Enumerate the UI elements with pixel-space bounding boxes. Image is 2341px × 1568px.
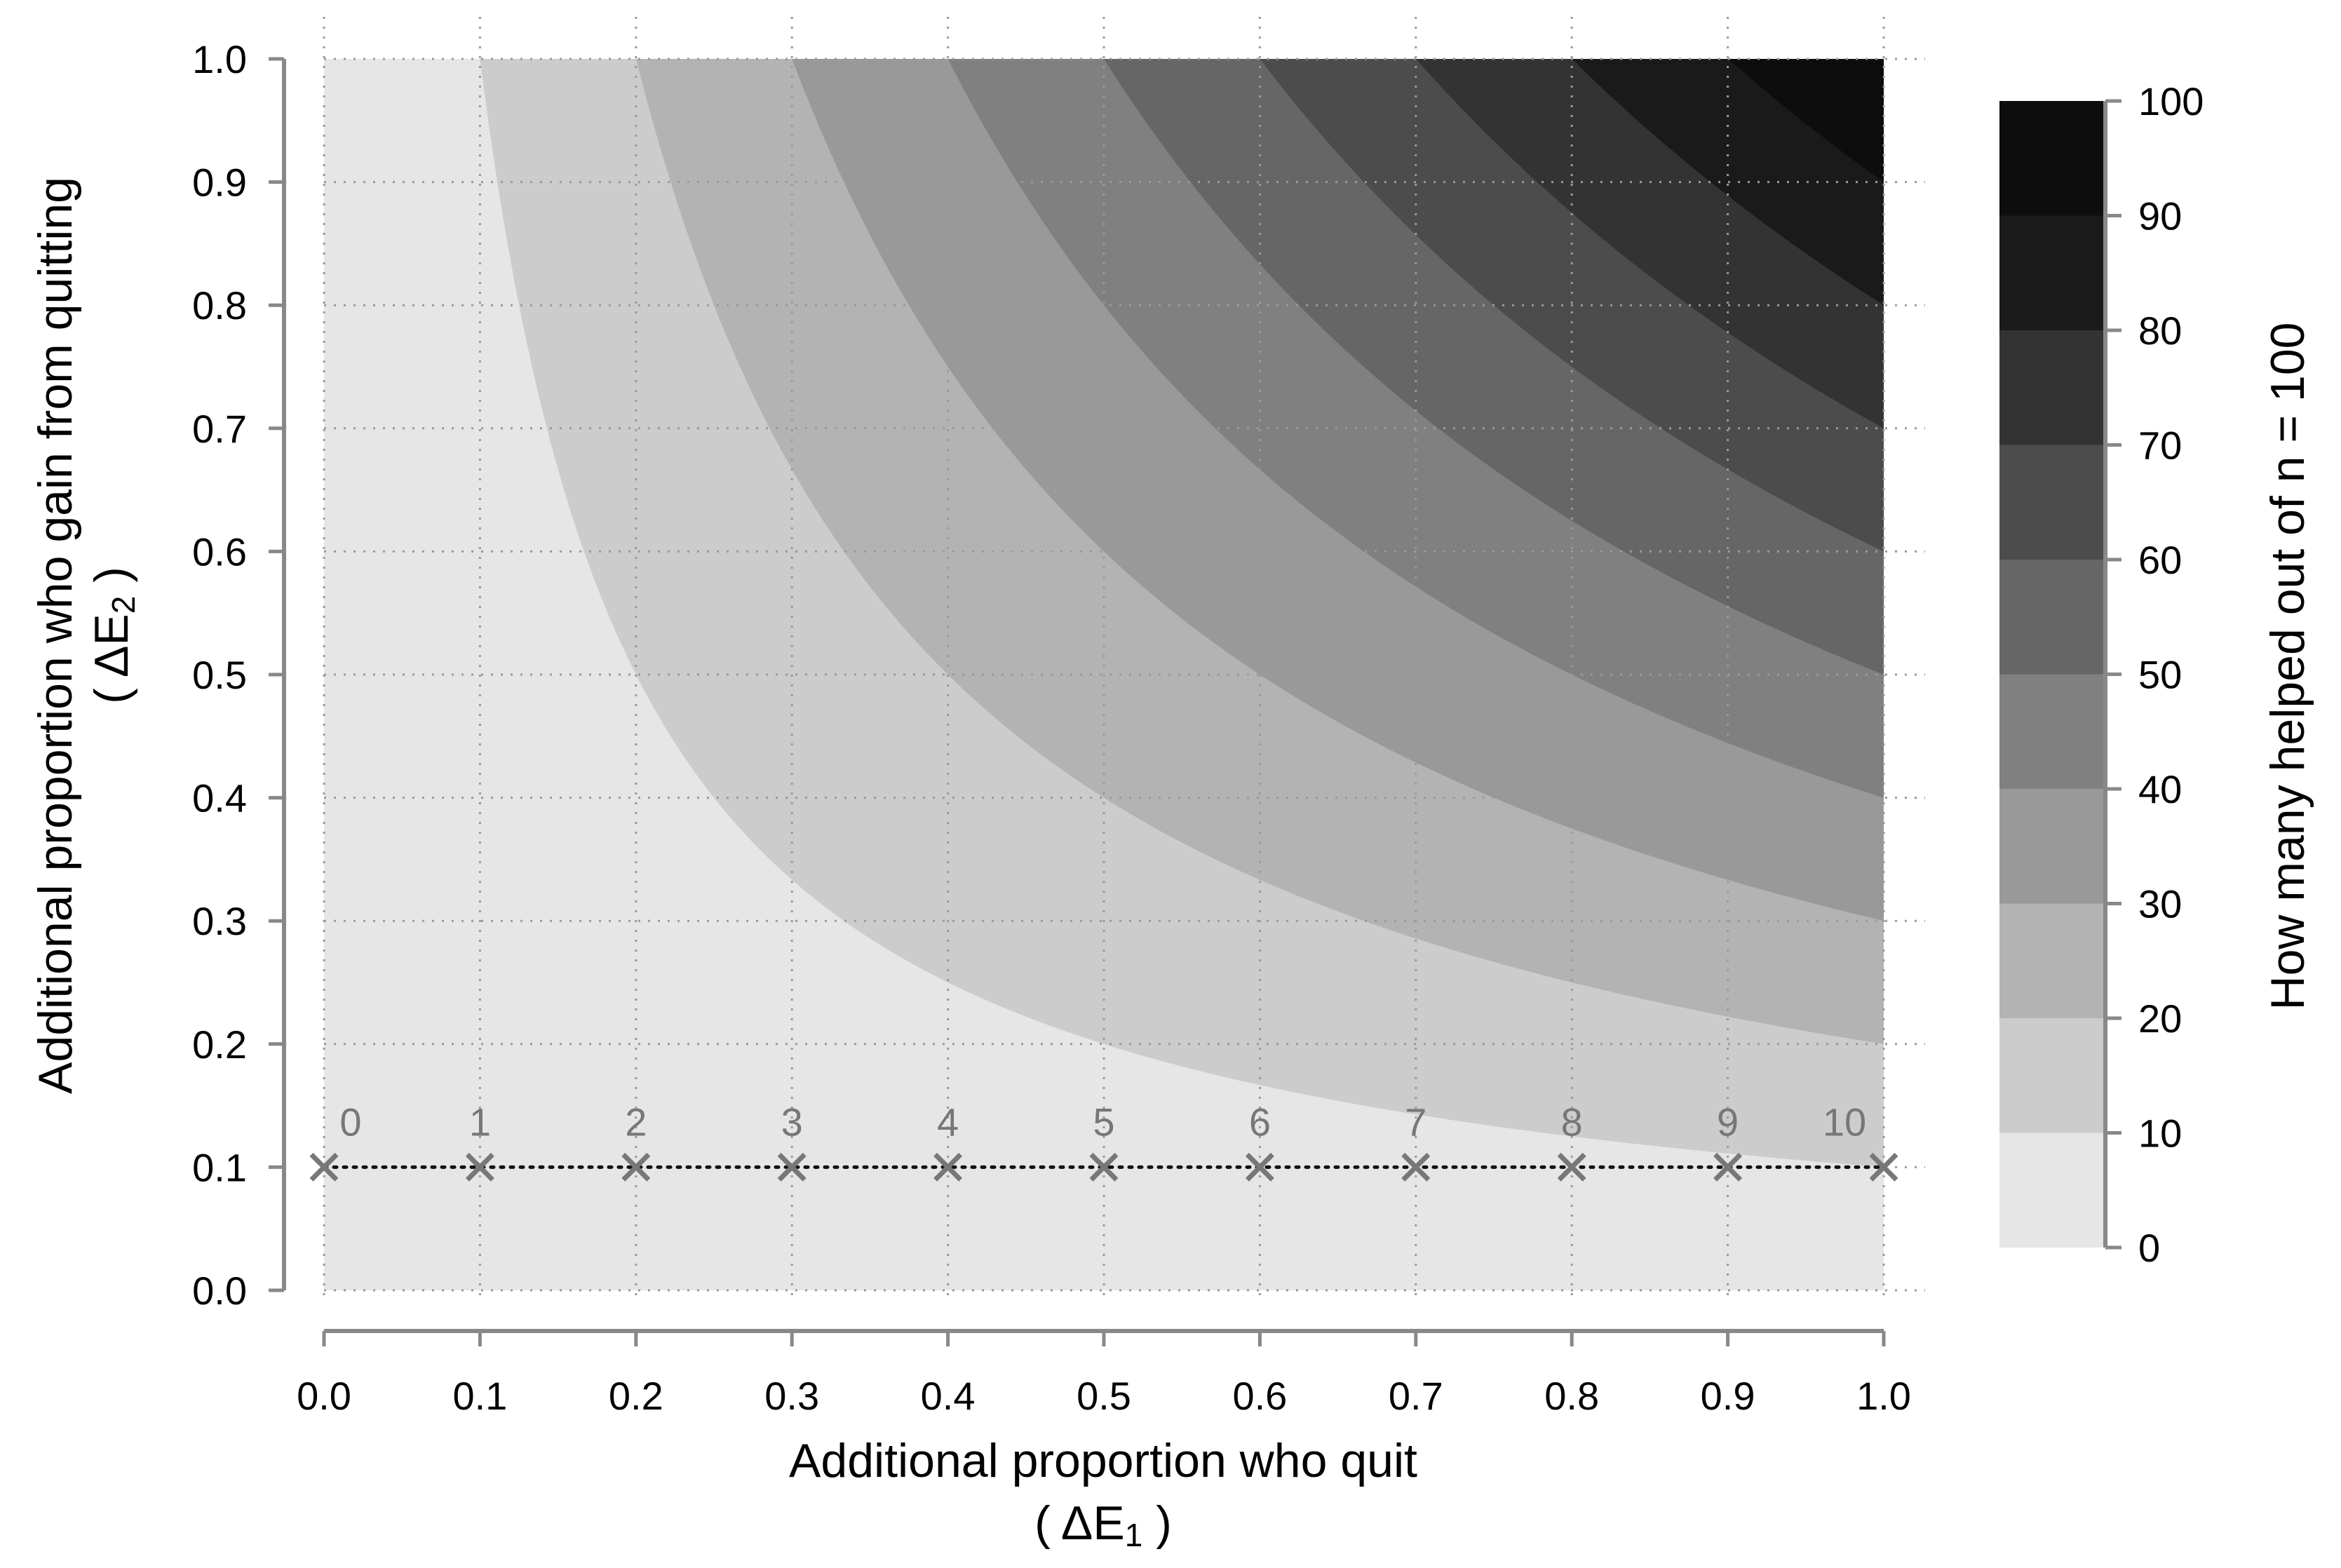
- x-marker: [933, 1152, 963, 1182]
- marker-label: 7: [1405, 1100, 1426, 1144]
- colorbar-tick-label: 50: [2138, 653, 2182, 697]
- colorbar-tick-label: 0: [2138, 1226, 2160, 1270]
- x-marker: [1401, 1152, 1431, 1182]
- colorbar-segment-70: [1999, 330, 2103, 445]
- y-tick-label: 0.2: [192, 1022, 247, 1067]
- x-marker: [465, 1152, 494, 1182]
- colorbar-segment-50: [1999, 560, 2103, 675]
- marker-label: 2: [625, 1100, 647, 1144]
- marker-label: 5: [1093, 1100, 1114, 1144]
- x-tick-label: 0.6: [1232, 1374, 1287, 1418]
- colorbar-tick-label: 10: [2138, 1111, 2182, 1156]
- colorbar-segment-80: [1999, 215, 2103, 330]
- axes: 0.0 0.1 0.2 0.3 0.4 0.5 0.6 0.7 0.8 0.9 1.0 0.0 0.1 0…: [192, 37, 1911, 1418]
- x-axis-symbol: ( ΔE1 ): [1034, 1496, 1172, 1553]
- y-tick-label: 0.6: [192, 529, 247, 574]
- y-axis-symbol: ( ΔE2 ): [85, 567, 142, 704]
- x-marker: [1869, 1152, 1898, 1182]
- x-tick-label: 0.2: [609, 1374, 663, 1418]
- y-axis-label: Additional proportion who gain from quit…: [29, 177, 82, 1094]
- x-tick-label: 1.0: [1856, 1374, 1911, 1418]
- y-tick-label: 0.4: [192, 776, 247, 820]
- x-tick-label: 0.4: [921, 1374, 976, 1418]
- colorbar-segment-90: [1999, 101, 2103, 216]
- colorbar-segment-60: [1999, 445, 2103, 560]
- colorbar-segment-30: [1999, 789, 2103, 904]
- x-marker: [1089, 1152, 1119, 1182]
- x-tick-label: 0.0: [297, 1374, 351, 1418]
- colorbar-tick-label: 40: [2138, 767, 2182, 811]
- y-tick-label: 1.0: [192, 37, 247, 81]
- x-marker: [1557, 1152, 1586, 1182]
- colorbar-tick-label: 60: [2138, 538, 2182, 582]
- colorbar-segment-40: [1999, 674, 2103, 789]
- colorbar-segment-0: [1999, 1133, 2103, 1248]
- x-marker: [1245, 1152, 1274, 1182]
- y-tick-label: 0.8: [192, 283, 247, 327]
- y-tick-label: 0.9: [192, 161, 247, 205]
- x-marker: [777, 1152, 807, 1182]
- marker-label: 10: [1823, 1100, 1866, 1144]
- colorbar-segment-20: [1999, 903, 2103, 1018]
- x-tick-label: 0.7: [1389, 1374, 1443, 1418]
- marker-label: 4: [937, 1100, 959, 1144]
- colorbar-label: How many helped out of n = 100: [2261, 323, 2314, 1011]
- x-marker: [309, 1152, 339, 1182]
- contour-band-90: [1727, 59, 1884, 182]
- marker-series: 0 1 2 3 4 5 6 7 8 9 10: [309, 1100, 1898, 1182]
- x-tick-label: 0.8: [1544, 1374, 1599, 1418]
- y-tick-label: 0.1: [192, 1145, 247, 1189]
- y-tick-label: 0.7: [192, 407, 247, 451]
- marker-label: 9: [1717, 1100, 1739, 1144]
- x-tick-label: 0.1: [452, 1374, 507, 1418]
- marker-label: 0: [339, 1100, 361, 1144]
- y-tick-label: 0.0: [192, 1269, 247, 1313]
- x-tick-label: 0.5: [1077, 1374, 1131, 1418]
- x-axis-label: Additional proportion who quit: [789, 1434, 1417, 1487]
- y-tick-label: 0.3: [192, 899, 247, 943]
- x-marker: [621, 1152, 651, 1182]
- marker-label: 6: [1249, 1100, 1271, 1144]
- colorbar-tick-label: 20: [2138, 996, 2182, 1041]
- marker-label: 8: [1561, 1100, 1583, 1144]
- colorbar-tick-label: 30: [2138, 882, 2182, 926]
- x-tick-label: 0.9: [1701, 1374, 1755, 1418]
- x-marker: [1713, 1152, 1743, 1182]
- y-tick-label: 0.5: [192, 653, 247, 697]
- x-tick-label: 0.3: [764, 1374, 819, 1418]
- colorbar-tick-label: 90: [2138, 194, 2182, 238]
- colorbar-segment-10: [1999, 1018, 2103, 1133]
- marker-label: 1: [469, 1100, 491, 1144]
- colorbar-tick-label: 100: [2138, 79, 2204, 123]
- colorbar-tick-label: 80: [2138, 309, 2182, 353]
- colorbar-tick-label: 70: [2138, 424, 2182, 468]
- colorbar: 0 10 20 30 40 50 60 70 80 90 100: [1999, 79, 2204, 1270]
- marker-label: 3: [781, 1100, 803, 1144]
